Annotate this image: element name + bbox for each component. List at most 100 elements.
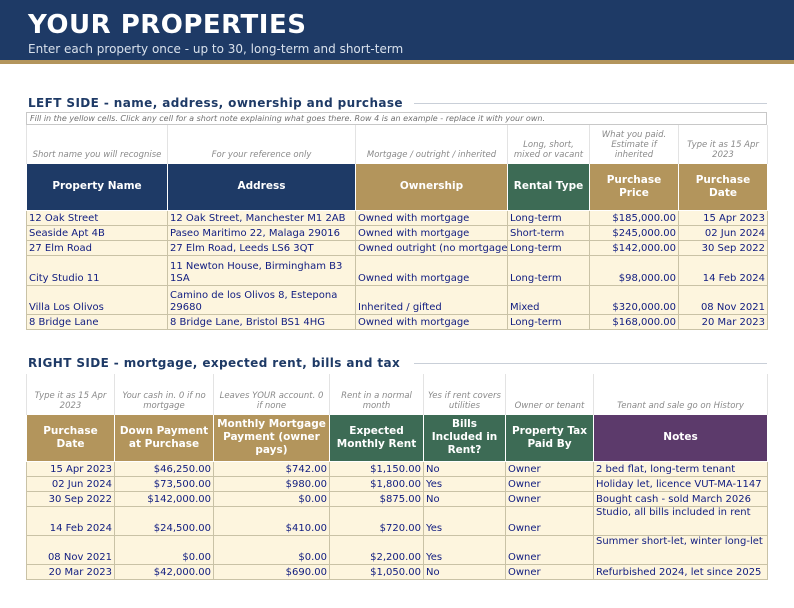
cell-rental-type[interactable]: Mixed — [507, 284, 590, 315]
cell-notes[interactable]: Summer short-let, winter long-let — [593, 534, 768, 565]
table-row: 20 Mar 2023 $42,000.00 $690.00 $1,050.00… — [26, 563, 768, 580]
cell-monthly-mortgage[interactable]: $980.00 — [213, 475, 330, 492]
cell-rental-type[interactable]: Long-term — [507, 239, 590, 256]
cell-expected-rent[interactable]: $1,800.00 — [329, 475, 424, 492]
column-header-address[interactable]: Address — [167, 162, 356, 211]
cell-monthly-mortgage[interactable]: $690.00 — [213, 563, 330, 580]
cell-property-name[interactable]: 8 Bridge Lane — [26, 313, 168, 330]
cell-ownership[interactable]: Owned with mortgage — [355, 209, 508, 226]
hint-row: Short name you will recognise For your r… — [26, 125, 768, 163]
cell-expected-rent[interactable]: $1,150.00 — [329, 460, 424, 477]
cell-bills-included[interactable]: Yes — [423, 534, 506, 565]
cell-purchase-date[interactable]: 02 Jun 2024 — [678, 224, 768, 241]
cell-monthly-mortgage[interactable]: $0.00 — [213, 534, 330, 565]
cell-purchase-date[interactable]: 15 Apr 2023 — [26, 460, 115, 477]
cell-property-name[interactable]: Seaside Apt 4B — [26, 224, 168, 241]
cell-ownership[interactable]: Owned with mortgage — [355, 224, 508, 241]
cell-purchase-date[interactable]: 30 Sep 2022 — [678, 239, 768, 256]
column-header-bills-included[interactable]: Bills Included in Rent? — [423, 413, 506, 462]
column-header-purchase-date[interactable]: Purchase Date — [26, 413, 115, 462]
cell-rental-type[interactable]: Long-term — [507, 254, 590, 286]
cell-rental-type[interactable]: Long-term — [507, 313, 590, 330]
column-header-monthly-mortgage[interactable]: Monthly Mortgage Payment (owner pays) — [213, 413, 330, 462]
cell-property-tax[interactable]: Owner — [505, 475, 594, 492]
cell-down-payment[interactable]: $46,250.00 — [114, 460, 214, 477]
cell-purchase-price[interactable]: $185,000.00 — [589, 209, 679, 226]
cell-bills-included[interactable]: Yes — [423, 475, 506, 492]
cell-rental-type[interactable]: Short-term — [507, 224, 590, 241]
cell-ownership[interactable]: Inherited / gifted — [355, 284, 508, 315]
cell-property-tax[interactable]: Owner — [505, 460, 594, 477]
cell-monthly-mortgage[interactable]: $742.00 — [213, 460, 330, 477]
cell-property-name[interactable]: 27 Elm Road — [26, 239, 168, 256]
right-property-table: Type it as 15 Apr 2023 Your cash in. 0 i… — [26, 374, 768, 580]
cell-address[interactable]: Paseo Maritimo 22, Malaga 29016 — [167, 224, 356, 241]
cell-address[interactable]: 27 Elm Road, Leeds LS6 3QT — [167, 239, 356, 256]
cell-purchase-date[interactable]: 08 Nov 2021 — [678, 284, 768, 315]
cell-bills-included[interactable]: Yes — [423, 505, 506, 536]
hint-ownership: Mortgage / outright / inherited — [355, 125, 508, 163]
cell-purchase-price[interactable]: $98,000.00 — [589, 254, 679, 286]
cell-down-payment[interactable]: $73,500.00 — [114, 475, 214, 492]
column-header-property-name[interactable]: Property Name — [26, 162, 168, 211]
cell-purchase-date[interactable]: 14 Feb 2024 — [26, 505, 115, 536]
cell-purchase-date[interactable]: 20 Mar 2023 — [678, 313, 768, 330]
cell-notes[interactable]: Bought cash - sold March 2026 — [593, 490, 768, 507]
cell-property-tax[interactable]: Owner — [505, 534, 594, 565]
cell-purchase-price[interactable]: $245,000.00 — [589, 224, 679, 241]
column-header-rental-type[interactable]: Rental Type — [507, 162, 590, 211]
cell-property-tax[interactable]: Owner — [505, 563, 594, 580]
cell-purchase-date[interactable]: 30 Sep 2022 — [26, 490, 115, 507]
cell-expected-rent[interactable]: $1,050.00 — [329, 563, 424, 580]
cell-down-payment[interactable]: $142,000.00 — [114, 490, 214, 507]
column-header-property-tax[interactable]: Property Tax Paid By — [505, 413, 594, 462]
column-header-down-payment[interactable]: Down Payment at Purchase — [114, 413, 214, 462]
hint-row: Type it as 15 Apr 2023 Your cash in. 0 i… — [26, 374, 768, 414]
cell-purchase-date[interactable]: 15 Apr 2023 — [678, 209, 768, 226]
cell-ownership[interactable]: Owned with mortgage — [355, 254, 508, 286]
title-banner — [0, 0, 794, 60]
column-header-purchase-date[interactable]: Purchase Date — [678, 162, 768, 211]
cell-purchase-price[interactable]: $320,000.00 — [589, 284, 679, 315]
cell-purchase-date[interactable]: 08 Nov 2021 — [26, 534, 115, 565]
cell-notes[interactable]: Refurbished 2024, let since 2025 — [593, 563, 768, 580]
hint-property-tax: Owner or tenant — [505, 374, 594, 414]
cell-address[interactable]: Camino de los Olivos 8, Estepona 29680 — [167, 284, 356, 315]
cell-property-name[interactable]: City Studio 11 — [26, 254, 168, 286]
cell-bills-included[interactable]: No — [423, 563, 506, 580]
table-row: 30 Sep 2022 $142,000.00 $0.00 $875.00 No… — [26, 490, 768, 507]
cell-purchase-date[interactable]: 02 Jun 2024 — [26, 475, 115, 492]
cell-expected-rent[interactable]: $2,200.00 — [329, 534, 424, 565]
column-header-purchase-price[interactable]: Purchase Price — [589, 162, 679, 211]
column-header-notes[interactable]: Notes — [593, 413, 768, 462]
cell-notes[interactable]: Studio, all bills included in rent — [593, 505, 768, 536]
cell-bills-included[interactable]: No — [423, 490, 506, 507]
cell-bills-included[interactable]: No — [423, 460, 506, 477]
cell-property-tax[interactable]: Owner — [505, 505, 594, 536]
cell-expected-rent[interactable]: $875.00 — [329, 490, 424, 507]
cell-purchase-price[interactable]: $142,000.00 — [589, 239, 679, 256]
cell-monthly-mortgage[interactable]: $410.00 — [213, 505, 330, 536]
cell-address[interactable]: 8 Bridge Lane, Bristol BS1 4HG — [167, 313, 356, 330]
cell-address[interactable]: 12 Oak Street, Manchester M1 2AB — [167, 209, 356, 226]
cell-purchase-price[interactable]: $168,000.00 — [589, 313, 679, 330]
cell-property-name[interactable]: 12 Oak Street — [26, 209, 168, 226]
cell-notes[interactable]: Holiday let, licence VUT-MA-1147 — [593, 475, 768, 492]
cell-purchase-date[interactable]: 20 Mar 2023 — [26, 563, 115, 580]
cell-expected-rent[interactable]: $720.00 — [329, 505, 424, 536]
cell-down-payment[interactable]: $0.00 — [114, 534, 214, 565]
cell-property-name[interactable]: Villa Los Olivos — [26, 284, 168, 315]
cell-ownership[interactable]: Owned outright (no mortgage) — [355, 239, 508, 256]
cell-address[interactable]: 11 Newton House, Birmingham B3 1SA — [167, 254, 356, 286]
cell-notes[interactable]: 2 bed flat, long-term tenant — [593, 460, 768, 477]
cell-rental-type[interactable]: Long-term — [507, 209, 590, 226]
cell-ownership[interactable]: Owned with mortgage — [355, 313, 508, 330]
right-section-divider — [414, 363, 767, 364]
cell-monthly-mortgage[interactable]: $0.00 — [213, 490, 330, 507]
cell-property-tax[interactable]: Owner — [505, 490, 594, 507]
cell-purchase-date[interactable]: 14 Feb 2024 — [678, 254, 768, 286]
column-header-ownership[interactable]: Ownership — [355, 162, 508, 211]
column-header-expected-rent[interactable]: Expected Monthly Rent — [329, 413, 424, 462]
cell-down-payment[interactable]: $42,000.00 — [114, 563, 214, 580]
cell-down-payment[interactable]: $24,500.00 — [114, 505, 214, 536]
